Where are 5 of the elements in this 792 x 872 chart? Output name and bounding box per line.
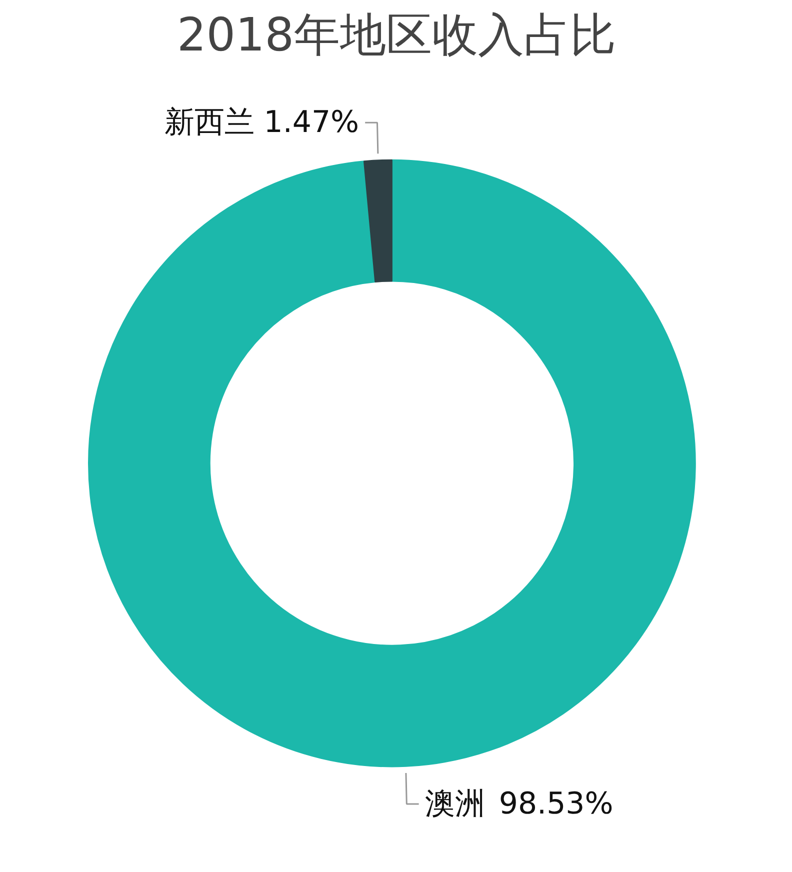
data-label: 98.53% (498, 786, 614, 822)
chart-title: 2018年地区收入占比 (176, 8, 616, 62)
data-label: 1.47% (264, 105, 360, 140)
slice-label: 新西兰 (164, 105, 255, 140)
slice-label: 澳洲 (424, 786, 485, 822)
